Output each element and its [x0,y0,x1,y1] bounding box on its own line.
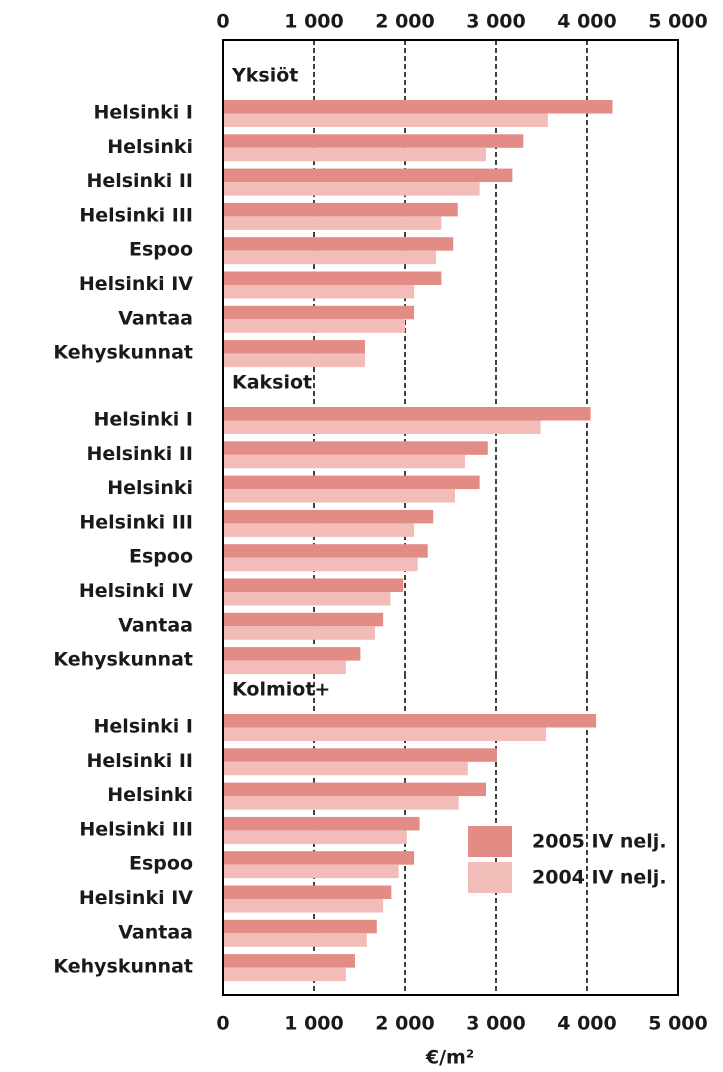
y-tick-label: Helsinki [107,784,193,806]
x-axis-label: €/m² [425,1047,474,1069]
bar [223,250,436,265]
x-tick-label: 3 000 [466,1013,526,1035]
y-tick-label: Espoo [129,853,193,875]
y-tick-label: Helsinki I [94,409,193,431]
y-tick-label: Helsinki [107,477,193,499]
bar [223,441,488,455]
bar [223,182,480,196]
y-tick-label: Helsinki IV [79,273,193,295]
bar [223,202,458,217]
y-tick-label: Helsinki II [86,443,193,465]
plot-frame [222,39,679,996]
bar [223,134,524,148]
y-tick-label: Helsinki I [94,102,193,124]
x-tick-label: 0 [216,11,229,33]
bar [223,319,405,333]
group-title: Yksiöt [231,65,298,87]
y-tick-label: Espoo [129,239,193,261]
bar [223,420,541,434]
y-tick-label: Espoo [129,546,193,568]
legend-label: 2004 IV nelj. [532,867,667,889]
x-tick-label: 3 000 [466,11,526,33]
bar [223,340,365,354]
y-tick-label: Kehyskunnat [53,956,193,978]
bar [223,830,407,844]
bar [223,954,355,968]
y-tick-label: Vantaa [118,614,193,636]
y-tick-label: Helsinki II [86,750,193,772]
bar [223,816,420,831]
bar [223,113,548,127]
bar [223,796,459,810]
bar [223,748,497,762]
bar [223,761,468,776]
bar [223,489,456,503]
x-tick-label: 5 000 [648,1013,708,1035]
bar [223,612,384,627]
bar [223,899,384,913]
y-tick-label: Vantaa [118,307,193,329]
bar [223,782,486,797]
x-tick-label: 2 000 [375,11,435,33]
y-tick-label: Helsinki IV [79,887,193,909]
x-tick-label: 5 000 [648,11,708,33]
bar [223,168,513,183]
x-tick-label: 4 000 [557,11,617,33]
bar [223,544,428,558]
bar [223,237,454,251]
bar [223,864,399,879]
bar [223,919,377,934]
bar [223,271,442,285]
bar [223,714,597,728]
bar [223,353,365,368]
y-tick-label: Helsinki II [86,170,193,192]
bar [223,454,466,469]
bar [223,660,346,675]
bar [223,933,367,947]
x-tick-label: 1 000 [284,11,344,33]
legend-swatch [468,862,512,893]
group-title: Kolmiot+ [232,679,330,701]
x-tick-label: 2 000 [375,1013,435,1035]
legend-label: 2005 IV nelj. [532,831,667,853]
y-tick-label: Helsinki I [94,716,193,738]
bar [223,578,404,592]
y-tick-label: Vantaa [118,921,193,943]
bar [223,626,375,640]
y-tick-label: Kehyskunnat [53,342,193,364]
x-tick-label: 4 000 [557,1013,617,1035]
group-title: Kaksiot [232,372,312,394]
y-tick-label: Helsinki [107,136,193,158]
bar [223,647,361,661]
legend-swatch [468,826,512,857]
bar [223,100,613,114]
y-tick-label: Helsinki III [79,818,193,840]
x-tick-label: 1 000 [284,1013,344,1035]
bar [223,967,346,982]
bar [223,557,418,572]
bar [223,407,591,421]
y-tick-label: Helsinki IV [79,580,193,602]
x-tick-label: 0 [216,1013,229,1035]
bar [223,523,415,537]
y-tick-label: Helsinki III [79,204,193,226]
y-tick-label: Helsinki III [79,511,193,533]
bar [223,475,480,490]
y-tick-label: Kehyskunnat [53,649,193,671]
bar [223,305,415,320]
bar [223,851,415,865]
bar [223,727,547,741]
bar [223,592,391,606]
bar [223,147,486,162]
bar [223,885,392,899]
bar [223,509,434,524]
bar [223,285,415,299]
bar [223,216,442,230]
